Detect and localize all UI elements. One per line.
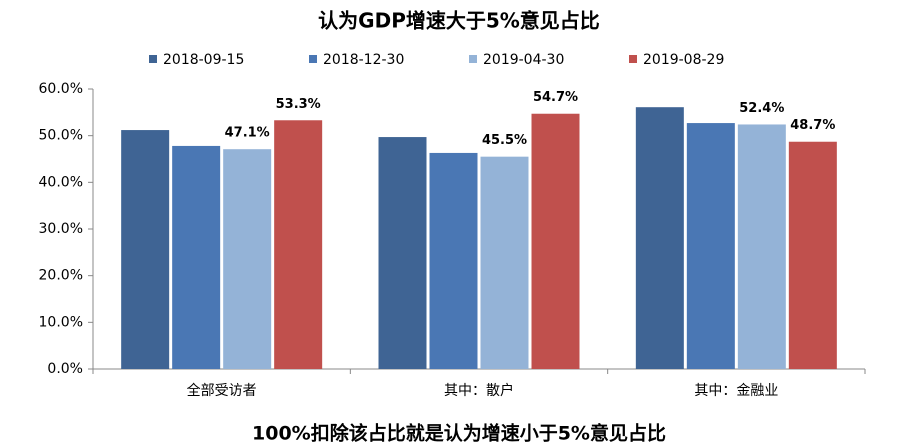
legend-swatch bbox=[469, 55, 477, 63]
value-label: 53.3% bbox=[276, 97, 321, 112]
y-tick-label: 10.0% bbox=[39, 314, 83, 330]
annotation: 100%扣除该占比就是认为增速小于5%意见占比 bbox=[252, 422, 666, 445]
y-tick-label: 60.0% bbox=[39, 81, 83, 97]
legend-swatch bbox=[149, 55, 157, 63]
bar bbox=[788, 141, 837, 369]
bar bbox=[121, 130, 170, 369]
x-tick-label: 其中：散户 bbox=[444, 382, 514, 399]
y-tick-label: 50.0% bbox=[39, 128, 83, 144]
bar bbox=[635, 107, 684, 369]
value-label: 54.7% bbox=[533, 90, 578, 105]
y-tick-label: 0.0% bbox=[47, 361, 83, 377]
chart-title: 认为GDP增速大于5%意见占比 bbox=[318, 9, 600, 33]
legend-label: 2018-12-30 bbox=[323, 52, 404, 68]
legend-label: 2019-08-29 bbox=[643, 52, 724, 68]
y-tick-label: 20.0% bbox=[39, 268, 83, 284]
value-label: 47.1% bbox=[225, 126, 270, 141]
bar bbox=[480, 156, 529, 369]
y-tick-label: 40.0% bbox=[39, 174, 83, 190]
legend-swatch bbox=[309, 55, 317, 63]
bar bbox=[274, 120, 323, 370]
value-label: 45.5% bbox=[482, 133, 527, 148]
bar bbox=[223, 149, 272, 369]
bar bbox=[429, 152, 478, 369]
legend-swatch bbox=[629, 55, 637, 63]
bar bbox=[686, 123, 735, 369]
bar bbox=[737, 124, 786, 369]
value-label: 48.7% bbox=[790, 118, 835, 133]
bar bbox=[378, 137, 427, 369]
legend-label: 2018-09-15 bbox=[163, 52, 244, 68]
bar bbox=[531, 113, 580, 369]
value-label: 52.4% bbox=[739, 101, 784, 116]
legend-label: 2019-04-30 bbox=[483, 52, 564, 68]
x-tick-label: 全部受访者 bbox=[187, 382, 257, 399]
x-tick-label: 其中：金融业 bbox=[694, 383, 778, 399]
bar bbox=[172, 145, 221, 369]
y-tick-label: 30.0% bbox=[39, 221, 83, 237]
